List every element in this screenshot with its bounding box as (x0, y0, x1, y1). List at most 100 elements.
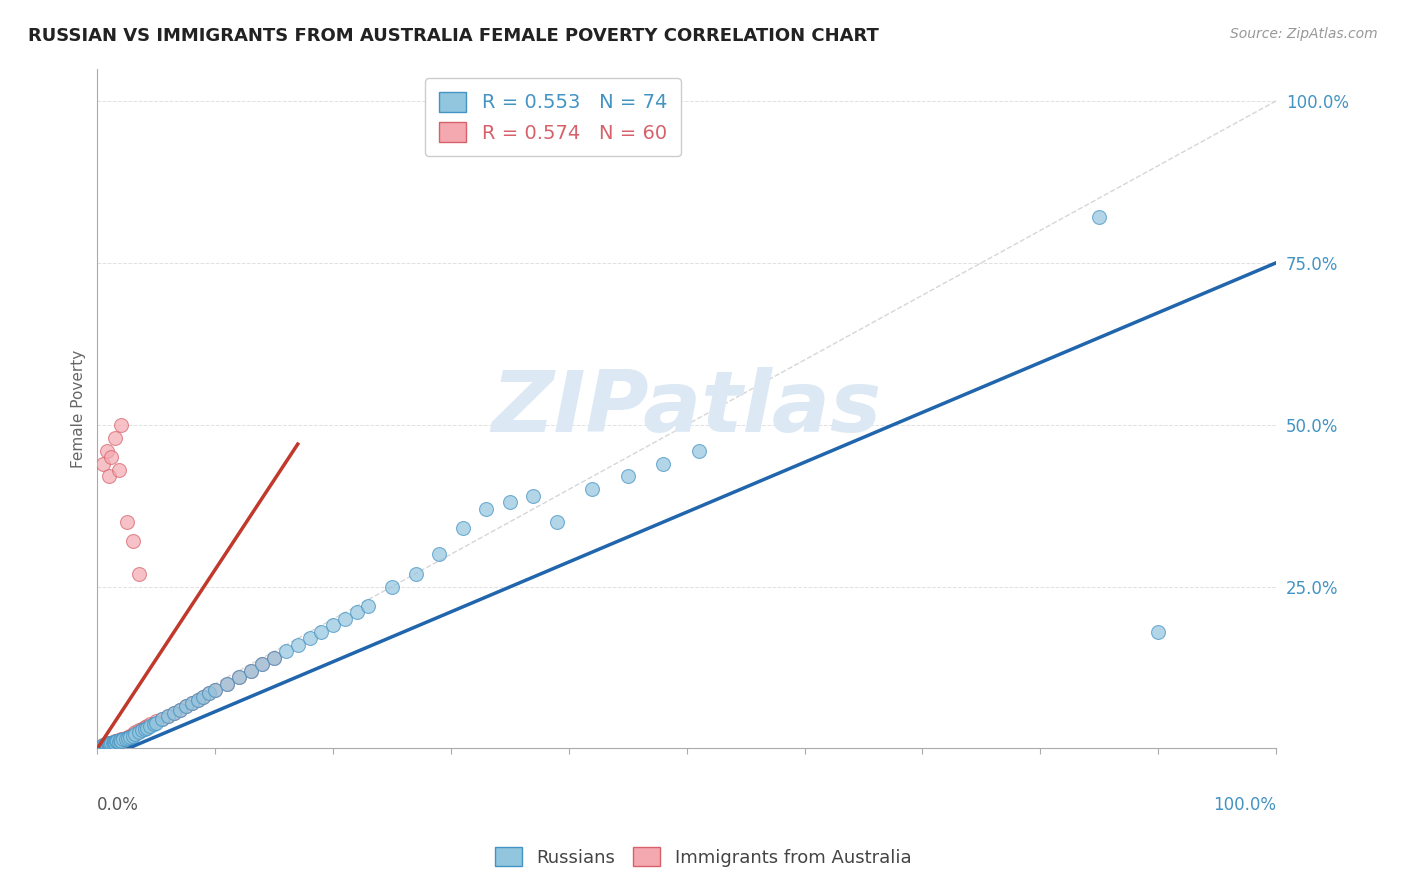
Point (174, 699, 197, 714)
Point (98, 737, 121, 751)
Point (110, 417, 132, 432)
Text: ZIPatlas: ZIPatlas (492, 367, 882, 450)
Point (239, 664, 262, 678)
Point (263, 650, 285, 665)
Point (163, 706, 186, 720)
Point (91, 739, 114, 753)
Text: 100.0%: 100.0% (1213, 796, 1277, 814)
Point (381, 580, 404, 594)
Point (228, 670, 250, 684)
Point (101, 736, 124, 750)
Point (311, 624, 333, 639)
Point (215, 677, 238, 691)
Legend: R = 0.553   N = 74, R = 0.574   N = 60: R = 0.553 N = 74, R = 0.574 N = 60 (426, 78, 681, 156)
Point (110, 733, 132, 747)
Point (204, 683, 226, 698)
Point (204, 683, 226, 698)
Point (150, 712, 173, 726)
Point (98, 736, 121, 750)
Point (124, 727, 146, 741)
Point (98, 738, 121, 752)
Legend: Russians, Immigrants from Australia: Russians, Immigrants from Australia (488, 840, 918, 874)
Point (180, 696, 202, 710)
Point (150, 712, 173, 726)
Point (187, 693, 209, 707)
Point (333, 612, 356, 626)
Point (546, 515, 568, 529)
Point (89, 739, 111, 754)
Point (120, 730, 142, 744)
Point (1147, 624, 1170, 639)
Point (105, 733, 128, 747)
Point (100, 736, 122, 750)
Point (215, 677, 238, 691)
Point (103, 735, 125, 749)
Point (263, 650, 285, 665)
Point (94, 738, 117, 752)
Point (252, 657, 274, 672)
Point (124, 725, 146, 739)
Point (128, 725, 150, 739)
Point (131, 722, 153, 736)
Point (688, 443, 710, 458)
Point (139, 719, 162, 733)
Point (115, 515, 138, 529)
Point (96, 443, 118, 458)
Point (134, 722, 156, 736)
Text: 0.0%: 0.0% (97, 796, 139, 814)
Point (198, 686, 221, 700)
Point (121, 729, 143, 743)
Point (98, 736, 121, 750)
Point (287, 638, 309, 652)
Point (322, 618, 344, 632)
Point (163, 706, 186, 720)
Point (427, 547, 450, 561)
Point (117, 730, 139, 744)
Point (108, 733, 131, 747)
Point (91, 739, 114, 753)
Point (121, 727, 143, 741)
Point (180, 696, 202, 710)
Point (96, 738, 118, 752)
Point (91, 739, 114, 754)
Point (100, 450, 122, 464)
Point (252, 657, 274, 672)
Point (98, 737, 121, 751)
Point (96, 738, 118, 752)
Point (134, 720, 156, 734)
Point (105, 735, 128, 749)
Point (652, 457, 675, 471)
Point (91, 738, 114, 752)
Point (107, 735, 129, 749)
Point (451, 521, 474, 535)
Point (94, 738, 117, 752)
Point (617, 469, 640, 483)
Y-axis label: Female Poverty: Female Poverty (72, 350, 86, 467)
Point (103, 736, 125, 750)
Point (274, 644, 297, 658)
Point (90, 740, 112, 755)
Point (87, 740, 110, 755)
Point (499, 495, 522, 509)
Point (135, 719, 157, 733)
Point (121, 534, 143, 549)
Point (114, 731, 136, 745)
Point (105, 733, 128, 747)
Point (117, 731, 139, 745)
Point (193, 690, 215, 704)
Point (128, 566, 150, 581)
Point (107, 733, 129, 747)
Point (228, 670, 250, 684)
Point (145, 714, 167, 729)
Point (94, 739, 117, 754)
Point (145, 715, 167, 730)
Point (120, 729, 142, 743)
Point (187, 693, 209, 707)
Point (114, 731, 136, 746)
Point (91, 738, 114, 752)
Point (198, 686, 221, 700)
Point (104, 736, 127, 750)
Point (1088, 211, 1111, 225)
Text: Source: ZipAtlas.com: Source: ZipAtlas.com (1230, 27, 1378, 41)
Point (298, 632, 321, 646)
